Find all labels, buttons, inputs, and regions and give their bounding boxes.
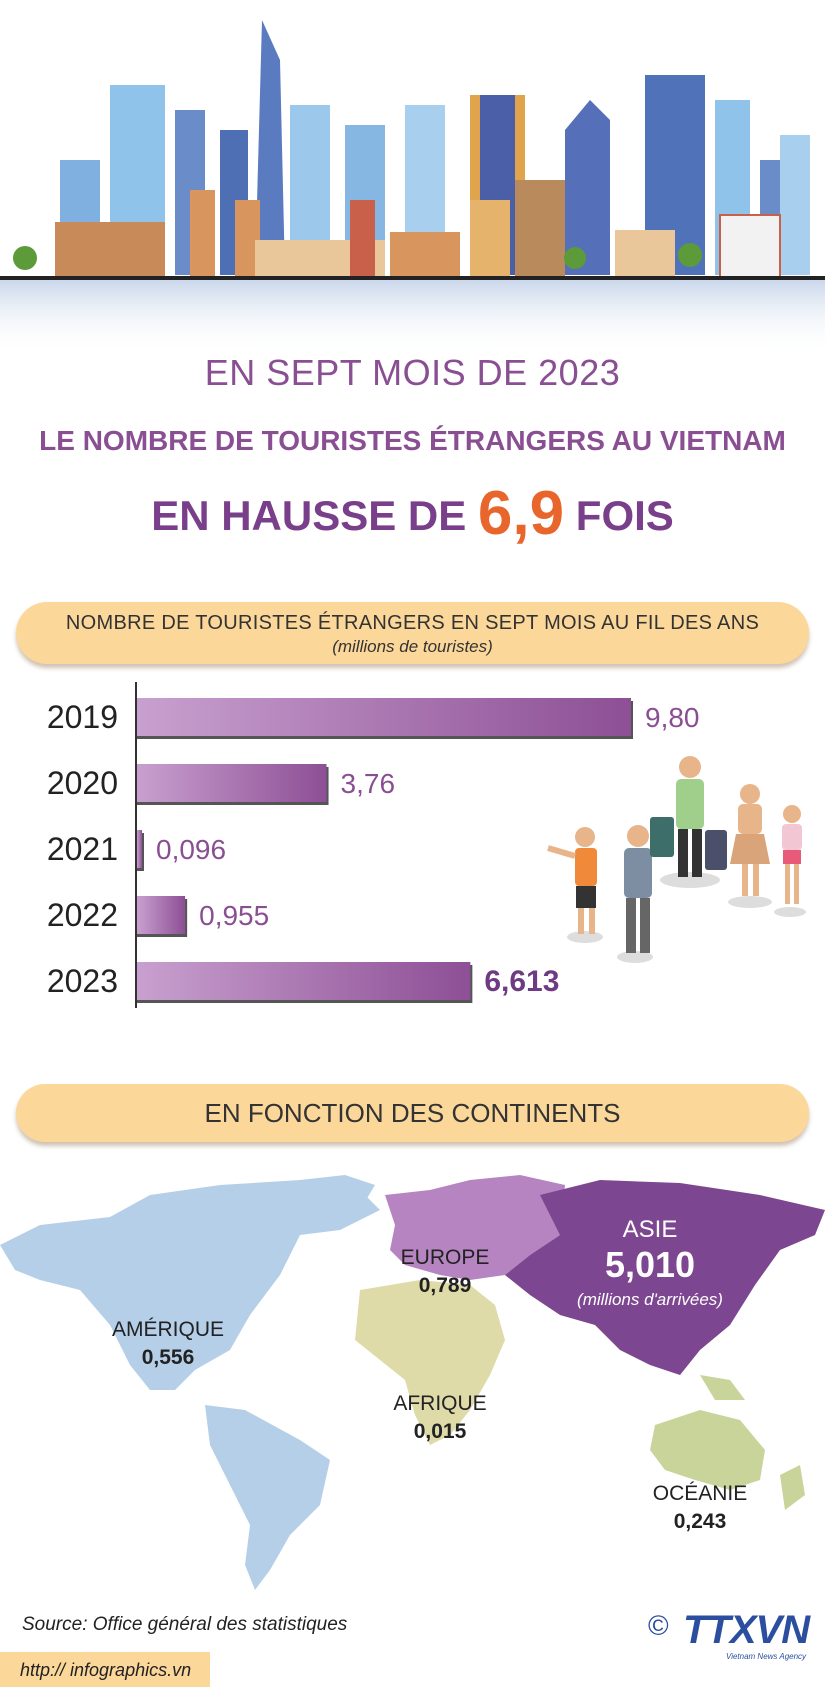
- asie-note: (millions d'arrivées): [577, 1290, 723, 1309]
- bar-2019: [137, 698, 631, 736]
- bar-category-label: 2021: [47, 831, 118, 867]
- ttxvn-logo-subtitle: Vietnam News Agency: [726, 1652, 807, 1661]
- bar-category-label: 2023: [47, 963, 118, 999]
- map-asia: [505, 1180, 825, 1375]
- ttxvn-logo: TTXVN: [683, 1608, 810, 1652]
- bar-2023: [137, 962, 471, 1000]
- label-europe: EUROPE 0,789: [380, 1244, 510, 1300]
- world-map: [0, 1175, 825, 1590]
- chart-title: NOMBRE DE TOURISTES ÉTRANGERS EN SEPT MO…: [65, 612, 760, 634]
- bar-value-label: 6,613: [484, 965, 559, 998]
- headline-increase-prefix: EN HAUSSE DE: [151, 492, 467, 539]
- asie-name: ASIE: [622, 1216, 678, 1243]
- afrique-name: AFRIQUE: [393, 1392, 487, 1415]
- bar-value-label: 0,955: [199, 900, 269, 931]
- map-south-america: [205, 1405, 330, 1590]
- headline-period: EN SEPT MOIS DE 2023: [204, 352, 621, 393]
- city-skyline-illustration: [0, 20, 825, 355]
- map-africa: [355, 1280, 505, 1445]
- label-afrique: AFRIQUE 0,015: [375, 1390, 505, 1446]
- copyright-icon: ©: [648, 1610, 669, 1641]
- amerique-value: 0,556: [141, 1346, 195, 1369]
- headline-increase-suffix: FOIS: [575, 492, 674, 539]
- afrique-value: 0,015: [413, 1420, 467, 1443]
- headline-subject: LE NOMBRE DE TOURISTES ÉTRANGERS AU VIET…: [39, 425, 786, 456]
- map-oceania: [650, 1410, 765, 1490]
- europe-value: 0,789: [418, 1274, 472, 1297]
- bar-2021: [137, 830, 142, 868]
- label-amerique: AMÉRIQUE 0,556: [88, 1316, 248, 1372]
- map-north-america: [0, 1180, 380, 1390]
- amerique-name: AMÉRIQUE: [111, 1318, 224, 1341]
- bar-category-label: 2022: [47, 897, 118, 933]
- bar-category-label: 2020: [47, 765, 118, 801]
- bar-chart: 2019 9,80 2020 3,76 2021 0,096 2022 0,955 2023 6,…: [47, 682, 700, 1008]
- bar-value-label: 3,76: [341, 768, 396, 799]
- bar-category-label: 2019: [47, 699, 118, 735]
- tourists-illustration: [547, 756, 806, 963]
- chart-title-banner: NOMBRE DE TOURISTES ÉTRANGERS EN SEPT MO…: [16, 602, 809, 664]
- oceanie-value: 0,243: [673, 1510, 727, 1533]
- bar-2020: [137, 764, 327, 802]
- label-asie: ASIE 5,010 (millions d'arrivées): [560, 1216, 740, 1314]
- chart-subtitle: (millions de touristes): [332, 637, 493, 656]
- map-europe: [385, 1175, 565, 1280]
- continents-title-banner: EN FONCTION DES CONTINENTS: [16, 1084, 809, 1142]
- bar-value-label: 9,80: [645, 702, 700, 733]
- footer-url[interactable]: http:// infographics.vn: [20, 1660, 192, 1680]
- label-oceanie: OCÉANIE 0,243: [635, 1480, 765, 1536]
- oceanie-name: OCÉANIE: [652, 1482, 748, 1505]
- bar-2022: [137, 896, 186, 934]
- footer-url-band: [0, 1652, 210, 1687]
- asie-value: 5,010: [604, 1244, 696, 1285]
- continents-title: EN FONCTION DES CONTINENTS: [204, 1098, 621, 1128]
- source-note: Source: Office général des statistiques: [22, 1614, 348, 1635]
- bar-value-label: 0,096: [156, 834, 226, 865]
- headline-increase: EN HAUSSE DE 6,9 FOIS: [0, 478, 825, 549]
- headline-increase-value: 6,9: [477, 479, 565, 548]
- europe-name: EUROPE: [400, 1246, 490, 1269]
